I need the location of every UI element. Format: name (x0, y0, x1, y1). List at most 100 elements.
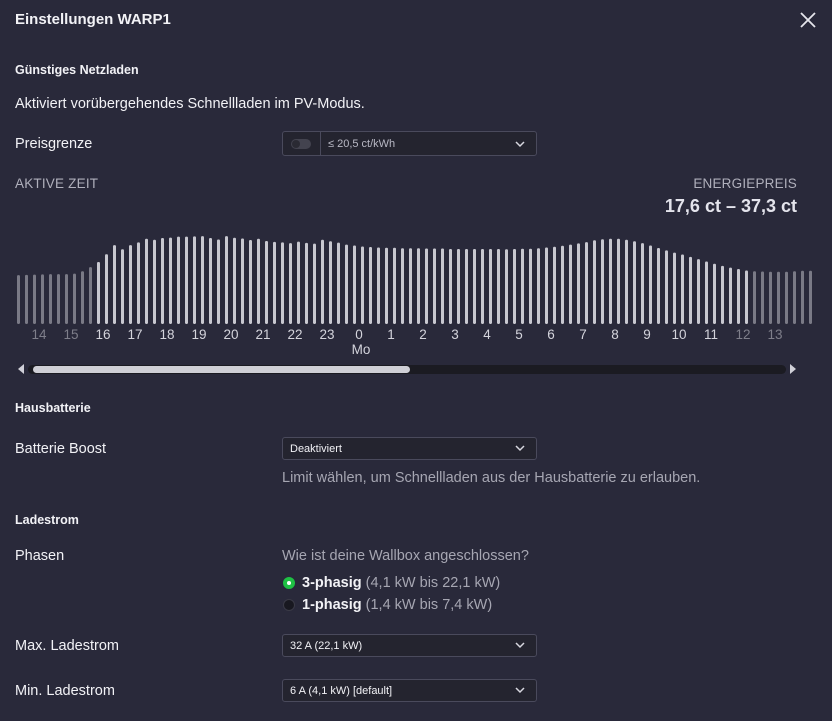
hour-tick-label: 21 (255, 327, 270, 342)
phases-question: Wie ist deine Wallbox angeschlossen? (282, 548, 529, 564)
price-bar (545, 247, 548, 324)
price-bar (537, 248, 540, 324)
hour-tick-label: 23 (319, 327, 334, 342)
radio-3-phase-label[interactable]: 3-phasig (4,1 kW bis 22,1 kW) (302, 575, 500, 591)
radio-1-phase[interactable] (283, 599, 295, 611)
price-bar (553, 246, 556, 324)
price-bar (497, 248, 500, 324)
radio-3-phase[interactable] (283, 577, 295, 589)
price-bar (265, 240, 268, 324)
price-bar (649, 245, 652, 324)
price-bar (177, 236, 180, 324)
price-bar (441, 248, 444, 324)
price-limit-select[interactable]: ≤ 20,5 ct/kWh (282, 131, 537, 156)
price-bar (593, 240, 596, 324)
price-bar (193, 236, 196, 324)
price-bar (625, 239, 628, 324)
hour-tick-label: 20 (223, 327, 238, 342)
price-bar (697, 259, 700, 324)
close-icon[interactable] (797, 9, 819, 31)
price-bar (161, 238, 164, 324)
min-current-value: 6 A (4,1 kW) [default] (290, 685, 393, 697)
price-bar (409, 248, 412, 324)
hour-tick-label: 1 (387, 327, 395, 342)
price-bar (305, 242, 308, 324)
hour-tick-label: 10 (671, 327, 686, 342)
price-bar (489, 248, 492, 324)
battery-boost-hint: Limit wählen, um Schnellladen aus der Ha… (282, 470, 701, 486)
scroll-right-icon[interactable] (789, 364, 797, 374)
price-bar (81, 271, 84, 324)
price-bar (289, 243, 292, 324)
scrollbar-thumb[interactable] (33, 366, 410, 373)
price-bar (97, 262, 100, 324)
chevron-down-icon (515, 141, 525, 148)
price-bar (41, 274, 44, 324)
price-bar (209, 238, 212, 324)
price-bar (241, 238, 244, 324)
price-bar (809, 270, 812, 324)
price-bar (417, 248, 420, 324)
price-bar (585, 242, 588, 324)
battery-boost-select[interactable]: Deaktiviert (282, 437, 537, 460)
price-bar (561, 245, 564, 324)
section-hausbatterie: Hausbatterie (15, 401, 91, 415)
radio-1-phase-label[interactable]: 1-phasig (1,4 kW bis 7,4 kW) (302, 597, 492, 613)
price-bar (105, 254, 108, 324)
price-bar (49, 274, 52, 324)
section-ladestrom: Ladestrom (15, 513, 79, 527)
hour-tick-label: 12 (735, 327, 750, 342)
hour-tick-label: 16 (95, 327, 110, 342)
price-bar (577, 243, 580, 324)
option-3-phase-name: 3-phasig (302, 575, 362, 591)
price-bar (257, 238, 260, 324)
hour-tick-label: 13 (767, 327, 782, 342)
section-netzladen: Günstiges Netzladen (15, 63, 139, 77)
chart-scrollbar[interactable] (17, 362, 797, 376)
price-bar (233, 237, 236, 324)
energy-price-range: 17,6 ct – 37,3 ct (664, 196, 797, 216)
price-bar (137, 242, 140, 324)
chevron-down-icon (515, 687, 525, 694)
price-bar (633, 241, 636, 324)
max-current-select[interactable]: 32 A (22,1 kW) (282, 634, 537, 657)
price-bar (473, 248, 476, 324)
scroll-left-icon[interactable] (17, 364, 25, 374)
price-bar (33, 274, 36, 324)
hour-tick-label: 11 (704, 327, 718, 342)
price-bar (521, 248, 524, 324)
price-bar (785, 271, 788, 324)
price-bar (113, 245, 116, 324)
price-bar (201, 236, 204, 324)
active-time-label: AKTIVE ZEIT (15, 176, 99, 191)
price-bar (337, 242, 340, 324)
price-bar (313, 243, 316, 324)
min-current-select[interactable]: 6 A (4,1 kW) [default] (282, 679, 537, 702)
price-bar (641, 243, 644, 324)
price-bar (657, 247, 660, 324)
price-bar (793, 271, 796, 324)
price-bar (681, 254, 684, 324)
hour-tick-label: 5 (515, 327, 523, 342)
energy-price-label: ENERGIEPREIS (693, 176, 797, 191)
price-bar (721, 265, 724, 324)
price-bar (769, 271, 772, 324)
price-bar (673, 252, 676, 324)
price-bar (89, 267, 92, 324)
price-bar (345, 244, 348, 324)
option-3-phase-detail: (4,1 kW bis 22,1 kW) (365, 575, 501, 591)
price-bar (25, 274, 28, 324)
price-bar (17, 275, 20, 324)
price-bar (169, 237, 172, 324)
price-bar (729, 267, 732, 324)
price-limit-toggle[interactable] (283, 132, 321, 155)
price-bar (457, 248, 460, 324)
price-bar (369, 247, 372, 324)
price-bar (153, 239, 156, 324)
chevron-down-icon (515, 445, 525, 452)
price-bar (385, 247, 388, 324)
price-bar (273, 241, 276, 324)
price-bar (401, 248, 404, 324)
price-bar (73, 273, 76, 324)
